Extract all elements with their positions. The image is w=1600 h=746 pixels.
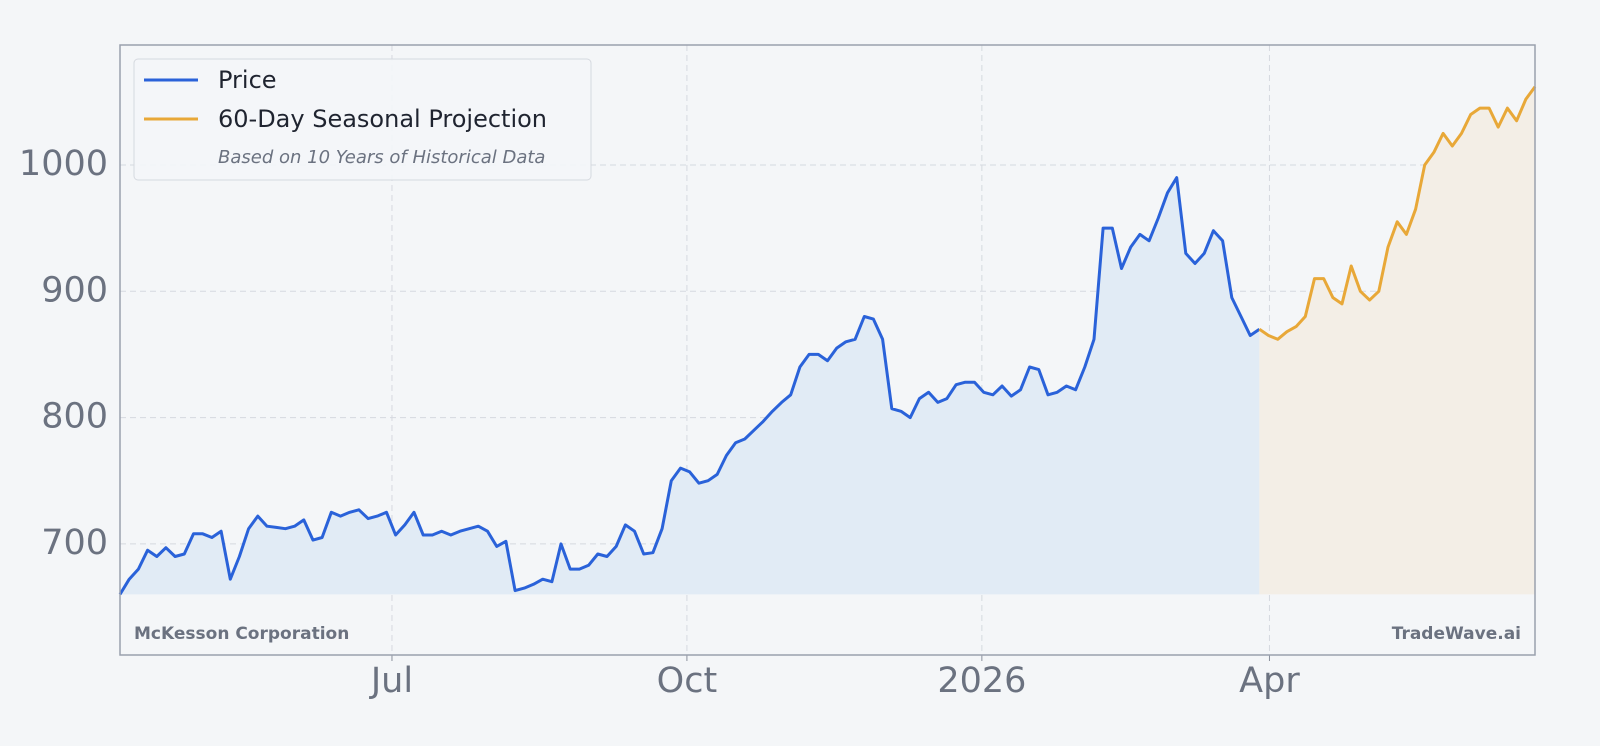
lines [118,85,1537,596]
watermark: TradeWave.ai [1392,624,1521,644]
legend-label: Price [218,66,277,94]
areas [120,86,1535,595]
legend-note: Based on 10 Years of Historical Data [218,147,545,168]
y-tick-label: 800 [41,397,108,437]
series-line [1258,85,1537,341]
x-tick-label: 2026 [937,661,1026,701]
y-tick-label: 1000 [19,144,108,184]
x-tick-label: Apr [1239,661,1300,701]
y-tick-label: 700 [41,523,108,563]
y-tick-label: 900 [41,270,108,310]
legend-label: 60-Day Seasonal Projection [218,105,547,133]
x-tick-label: Oct [657,661,718,701]
plot-frame [119,44,1536,656]
area [120,177,1260,595]
x-tick-label: Jul [369,661,413,701]
series-line [118,176,1261,596]
company-label: McKesson Corporation [134,624,349,644]
legend-box [133,58,592,181]
area [1259,86,1535,595]
